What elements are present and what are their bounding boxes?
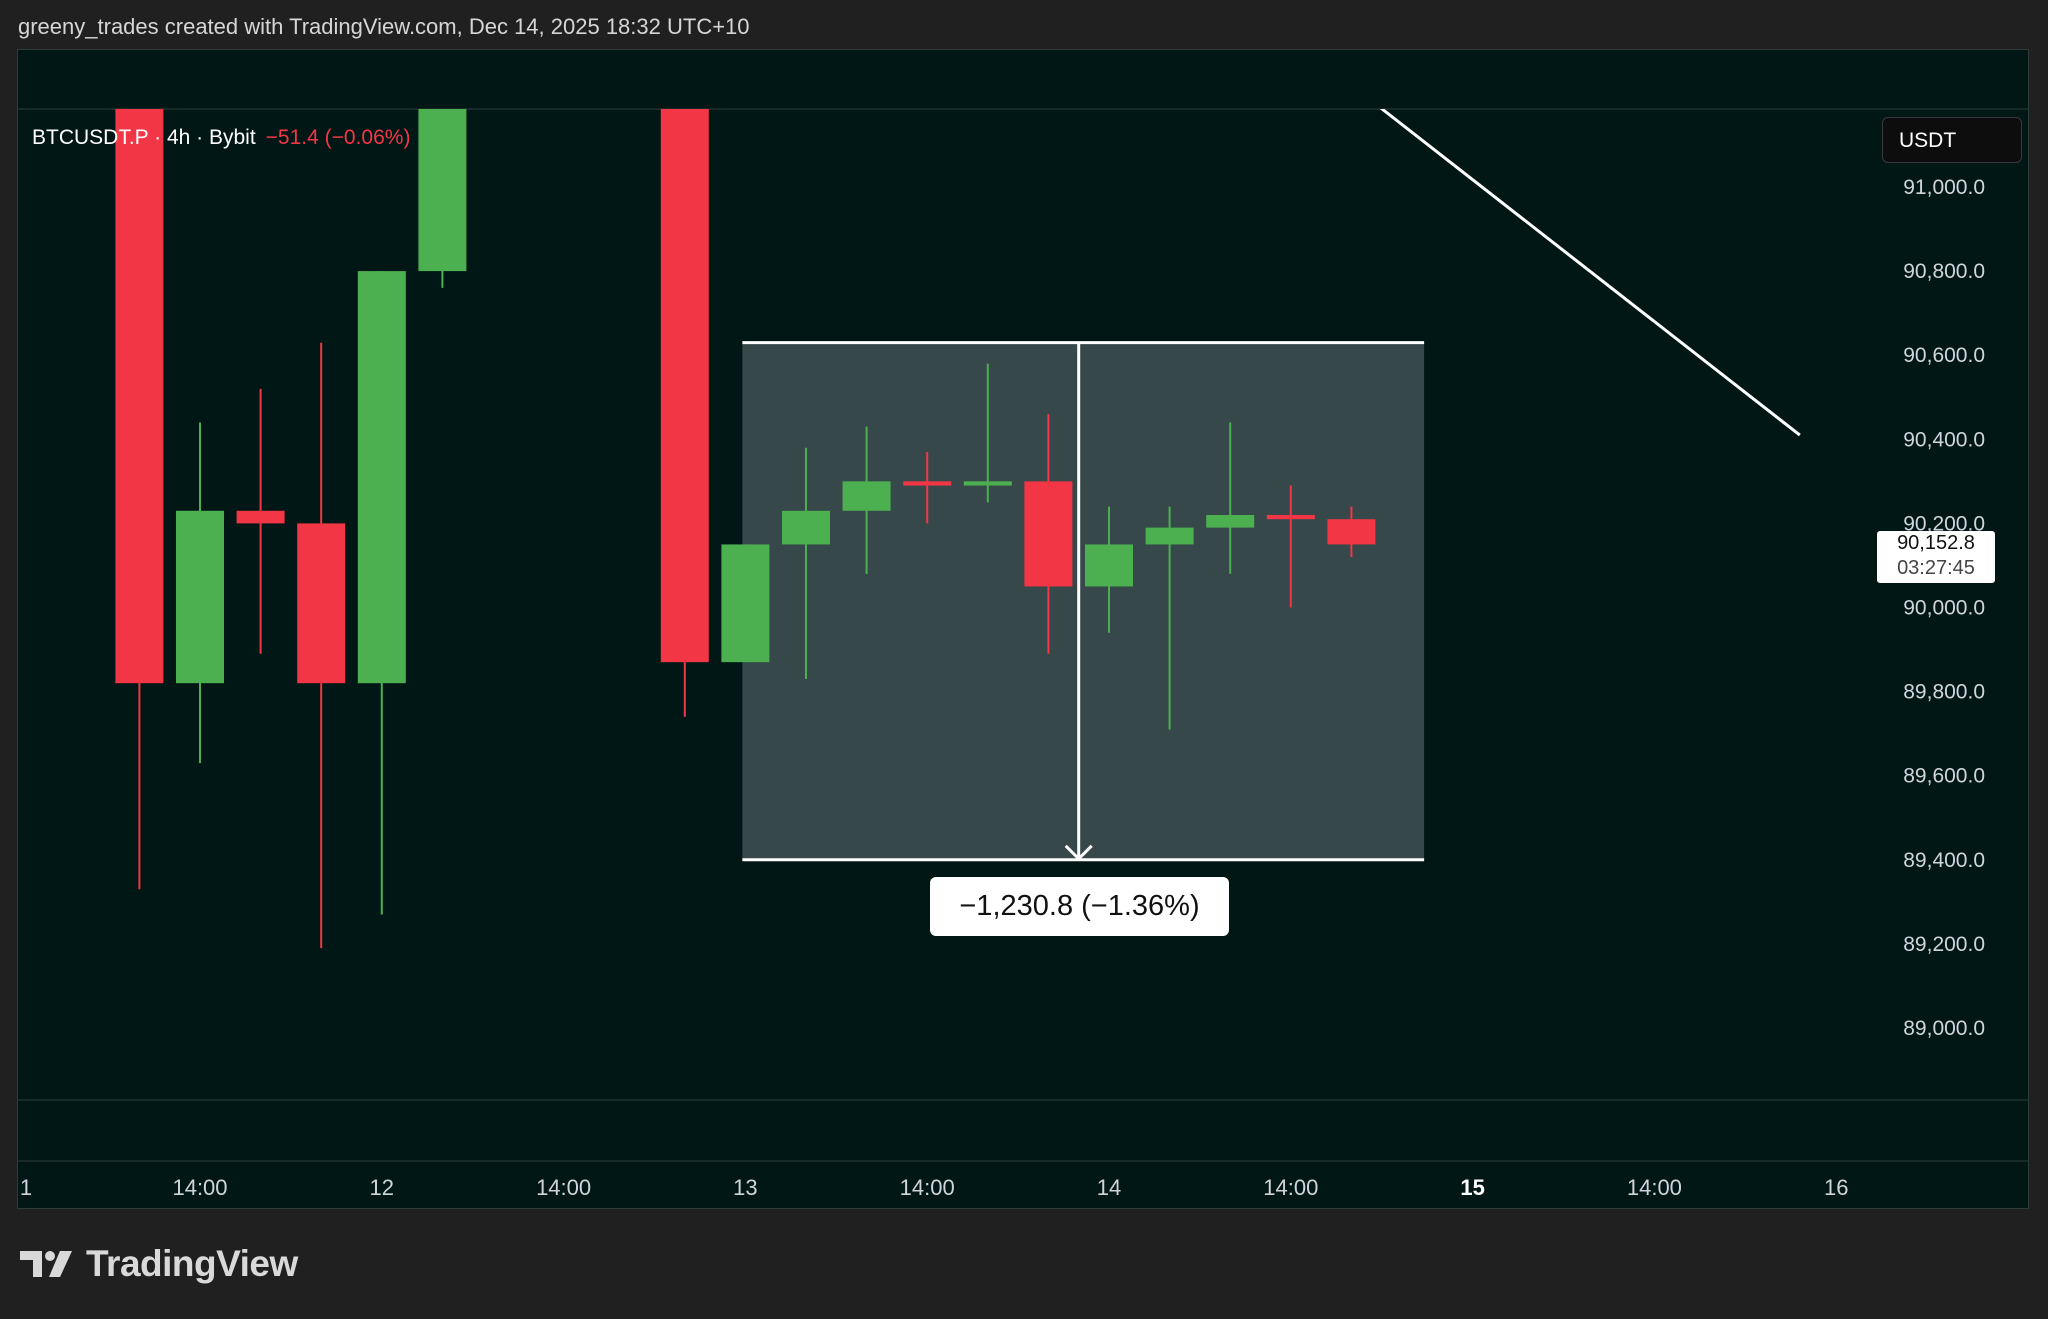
measure-result-label: −1,230.8 (−1.36%) bbox=[930, 877, 1229, 936]
tradingview-brand[interactable]: TradingView bbox=[20, 1243, 298, 1284]
y-tick-label: 89,200.0 bbox=[1903, 933, 1985, 956]
brand-name: TradingView bbox=[86, 1243, 298, 1284]
x-tick-label: 16 bbox=[1824, 1175, 1848, 1200]
y-tick-label: 90,200.0 bbox=[1903, 512, 1985, 535]
candle-body bbox=[236, 510, 285, 524]
candle-body bbox=[782, 510, 830, 545]
candle-body bbox=[115, 109, 164, 684]
symbol-label: BTCUSDT.P · 4h · Bybit bbox=[32, 126, 256, 149]
y-tick-label: 89,400.0 bbox=[1903, 849, 1985, 872]
x-tick-label: 14:00 bbox=[172, 1175, 227, 1200]
x-tick-label: 13 bbox=[733, 1175, 757, 1200]
candle-body bbox=[297, 523, 346, 684]
last-price-tag: 90,152.8 03:27:45 bbox=[1877, 531, 1995, 583]
candle-body bbox=[418, 109, 467, 272]
candle-body bbox=[176, 510, 224, 684]
candle-body bbox=[1024, 481, 1073, 587]
change-label: −51.4 (−0.06%) bbox=[265, 126, 411, 149]
x-tick-label: 14:00 bbox=[900, 1175, 955, 1200]
last-price-value: 90,152.8 bbox=[1897, 532, 1975, 554]
y-tick-label: 90,600.0 bbox=[1903, 344, 1985, 367]
candle-body bbox=[1085, 544, 1133, 587]
bar-countdown: 03:27:45 bbox=[1897, 557, 1975, 579]
candle-body bbox=[1327, 519, 1376, 545]
y-tick-label: 91,000.0 bbox=[1903, 176, 1985, 199]
x-tick-label: 14 bbox=[1097, 1175, 1121, 1200]
candle-body bbox=[721, 544, 770, 663]
x-tick-label: 14:00 bbox=[1627, 1175, 1682, 1200]
y-tick-label: 90,400.0 bbox=[1903, 428, 1985, 451]
x-tick-label: 15 bbox=[1460, 1175, 1484, 1200]
x-tick-label: 1 bbox=[20, 1175, 32, 1200]
candle-body bbox=[1266, 514, 1315, 520]
candle-body bbox=[963, 481, 1012, 486]
y-tick-label: 89,600.0 bbox=[1903, 765, 1985, 788]
candle-body bbox=[1145, 527, 1194, 545]
symbol-info[interactable]: BTCUSDT.P · 4h · Bybit −51.4 (−0.06%) bbox=[32, 126, 410, 150]
x-tick-label: 14:00 bbox=[1263, 1175, 1318, 1200]
y-tick-label: 90,800.0 bbox=[1903, 260, 1985, 283]
trend-line[interactable] bbox=[1218, 0, 1801, 437]
tradingview-logo-icon bbox=[20, 1251, 72, 1277]
candle-body bbox=[357, 271, 406, 684]
x-tick-label: 14:00 bbox=[536, 1175, 591, 1200]
candle-body bbox=[842, 481, 891, 511]
y-tick-label: 89,800.0 bbox=[1903, 681, 1985, 704]
candle-body bbox=[903, 481, 952, 486]
x-tick-label: 12 bbox=[370, 1175, 394, 1200]
measure-arrow-head bbox=[1064, 844, 1093, 861]
chart-attribution: greeny_trades created with TradingView.c… bbox=[18, 14, 750, 39]
y-tick-label: 89,000.0 bbox=[1903, 1017, 1985, 1040]
candle-body bbox=[1206, 514, 1255, 528]
measure-range-box[interactable] bbox=[742, 342, 1425, 860]
y-tick-label: 90,000.0 bbox=[1903, 597, 1985, 620]
currency-unit-button[interactable]: USDT bbox=[1882, 117, 2022, 163]
candle-body bbox=[660, 109, 709, 663]
